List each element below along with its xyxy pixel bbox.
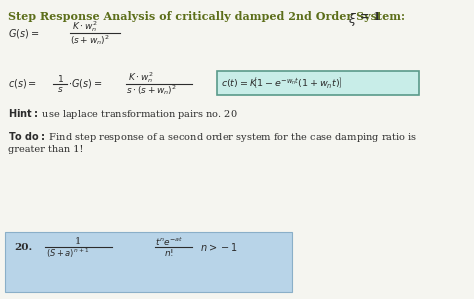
Text: $\bf{To\ do:}$ Find step response of a second order system for the case damping : $\bf{To\ do:}$ Find step response of a s… bbox=[8, 130, 417, 144]
Text: Step Response Analysis of critically damped 2nd Order System:: Step Response Analysis of critically dam… bbox=[8, 11, 405, 22]
Text: $c(s) =$: $c(s) =$ bbox=[8, 77, 37, 91]
Text: 1: 1 bbox=[75, 237, 81, 246]
Text: $\cdot G(s) =$: $\cdot G(s) =$ bbox=[68, 77, 102, 91]
Text: greater than 1!: greater than 1! bbox=[8, 144, 83, 153]
FancyBboxPatch shape bbox=[217, 71, 419, 95]
Text: $t^n e^{-at}$: $t^n e^{-at}$ bbox=[155, 236, 183, 248]
Text: 20.: 20. bbox=[14, 242, 32, 251]
Text: $\xi$: $\xi$ bbox=[348, 11, 357, 28]
Text: = 1: = 1 bbox=[360, 11, 381, 22]
Text: $1$: $1$ bbox=[56, 74, 64, 85]
Text: $(S + a)^{n+1}$: $(S + a)^{n+1}$ bbox=[46, 246, 90, 260]
Text: $n > -1$: $n > -1$ bbox=[200, 241, 237, 253]
Text: $\bf{Hint:}$ use laplace transformation pairs no. 20: $\bf{Hint:}$ use laplace transformation … bbox=[8, 107, 237, 121]
Text: $K \cdot w_n^2$: $K \cdot w_n^2$ bbox=[72, 19, 98, 34]
Text: $s$: $s$ bbox=[57, 86, 63, 94]
FancyBboxPatch shape bbox=[5, 232, 292, 292]
Text: $(s + w_n)^2$: $(s + w_n)^2$ bbox=[70, 33, 110, 47]
Text: $c(t) = K\!\left[1 - e^{-w_n t}(1 + w_n t)\right]$: $c(t) = K\!\left[1 - e^{-w_n t}(1 + w_n … bbox=[221, 76, 342, 91]
Text: $K \cdot w_n^2$: $K \cdot w_n^2$ bbox=[128, 71, 154, 86]
Text: $G(s) =$: $G(s) =$ bbox=[8, 28, 39, 40]
Text: $n!$: $n!$ bbox=[164, 248, 174, 259]
Text: $s \cdot (s + w_n)^2$: $s \cdot (s + w_n)^2$ bbox=[126, 83, 177, 97]
